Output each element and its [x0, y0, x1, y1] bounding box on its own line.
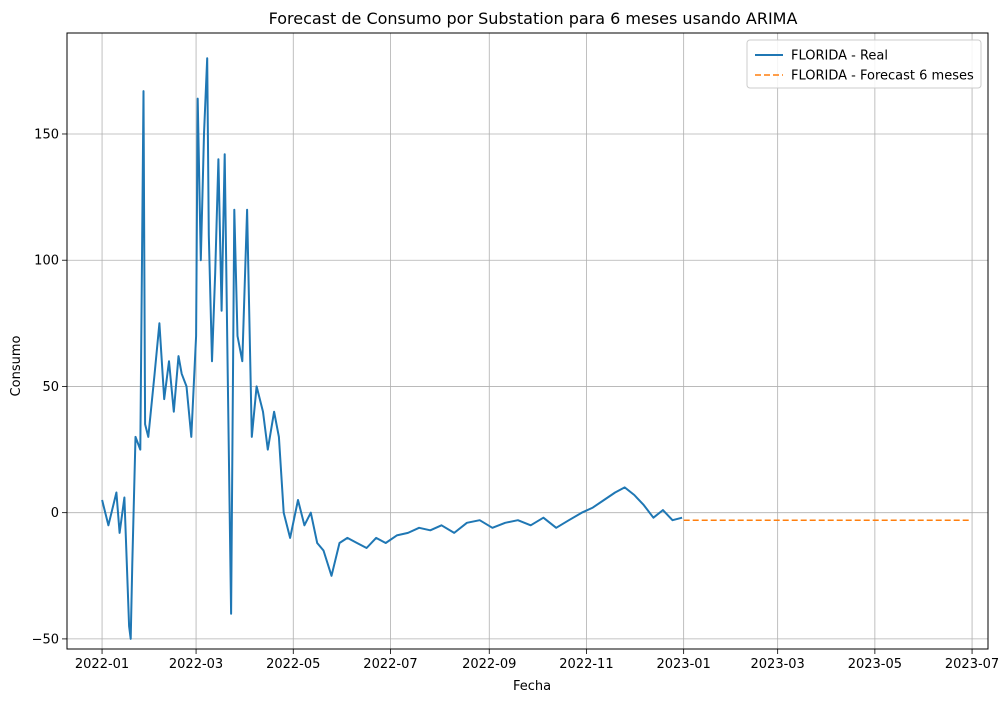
series-lines — [101, 57, 971, 640]
y-tick-label: 100 — [34, 254, 59, 269]
x-tick-label: 2022-07 — [363, 657, 417, 672]
y-tick-label: −50 — [32, 632, 59, 647]
y-tick-label: 150 — [34, 127, 59, 142]
x-tick-label: 2022-09 — [462, 657, 516, 672]
y-tick-label: 50 — [42, 380, 59, 395]
x-tick-label: 2022-03 — [169, 657, 223, 672]
legend-label: FLORIDA - Forecast 6 meses — [791, 69, 974, 84]
x-tick-label: 2023-05 — [848, 657, 902, 672]
x-axis-title: Fecha — [513, 679, 551, 694]
axis-ticks: 2022-01 2022-03 2022-05 2022-07 2022-09 2022-… — [32, 127, 1000, 672]
grid-lines — [67, 33, 988, 649]
y-tick-label: 0 — [51, 506, 59, 521]
x-tick-label: 2023-07 — [945, 657, 999, 672]
legend-label: FLORIDA - Real — [791, 49, 888, 64]
series-line-real — [101, 57, 683, 640]
chart-title: Forecast de Consumo por Substation para … — [269, 9, 798, 28]
x-tick-label: 2022-05 — [266, 657, 320, 672]
legend-box — [746, 39, 982, 89]
plot-area-frame — [66, 32, 989, 650]
x-tick-label: 2023-01 — [656, 657, 710, 672]
y-axis-title: Consumo — [9, 336, 24, 397]
x-tick-label: 2022-01 — [75, 657, 129, 672]
x-tick-label: 2022-11 — [559, 657, 613, 672]
legend: FLORIDA - Real FLORIDA - Forecast 6 meses — [746, 39, 982, 89]
x-tick-label: 2023-03 — [751, 657, 805, 672]
